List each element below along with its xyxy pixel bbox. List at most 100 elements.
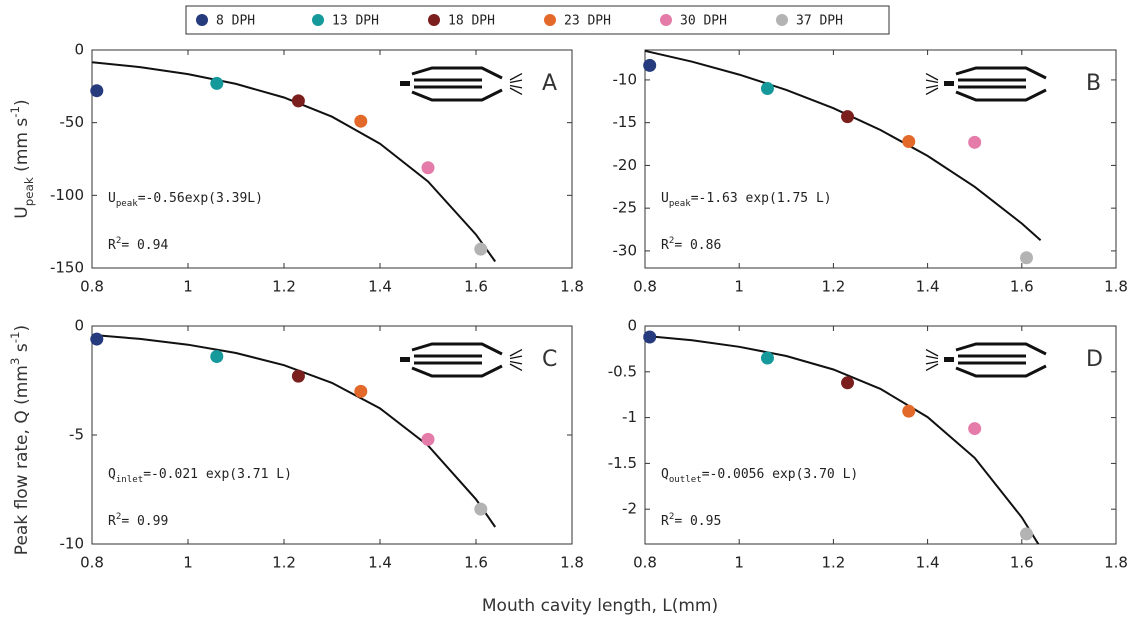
icon-arrow <box>509 363 523 371</box>
data-point <box>760 81 774 95</box>
y-axis-label: Upeak (mm s-1) <box>8 99 36 218</box>
x-tick-label: 1.2 <box>272 278 296 296</box>
legend-label: 37 DPH <box>796 14 843 29</box>
legend-marker <box>312 14 324 26</box>
x-tick-label: 1.6 <box>464 554 488 572</box>
y-tick-label: -1.5 <box>608 454 637 472</box>
panel-letter: A <box>542 71 557 96</box>
x-tick-label: 0.8 <box>80 278 104 296</box>
x-tick-label: 1.2 <box>821 554 845 572</box>
y-tick-label: -15 <box>613 113 638 131</box>
y-axis-label-part: Peak flow rate, Q (mm <box>12 365 32 555</box>
data-point <box>474 502 488 516</box>
r-squared-part: = 0.95 <box>674 514 721 529</box>
r-squared-part: 2 <box>669 236 674 246</box>
y-tick-label: 0 <box>74 41 84 59</box>
icon <box>944 81 954 86</box>
legend-marker <box>428 14 440 26</box>
y-axis-label-part: -1 <box>8 331 22 343</box>
r-squared-part: 2 <box>116 236 121 246</box>
r-squared-part: R <box>108 514 116 529</box>
icon <box>411 342 503 378</box>
data-point <box>90 332 104 346</box>
equation-part: U <box>108 191 116 206</box>
equation-part: peak <box>669 199 691 209</box>
icon-arrow <box>925 349 939 357</box>
y-axis-label-part: -1 <box>8 106 22 118</box>
r-squared-part: = 0.94 <box>121 238 168 253</box>
x-tick-label: 1.4 <box>368 554 392 572</box>
icon-arrow <box>925 363 939 371</box>
y-axis-label-part: (mm s <box>12 118 32 178</box>
icon-arrow <box>509 349 523 357</box>
fit-curve <box>92 333 497 528</box>
y-tick-label: -5 <box>69 426 84 444</box>
data-point <box>1020 251 1034 265</box>
equation: Qinlet=-0.021 exp(3.71 L) <box>108 467 292 485</box>
data-point <box>841 376 855 390</box>
x-tick-label: 1.8 <box>560 554 584 572</box>
x-tick-label: 1.8 <box>1104 554 1128 572</box>
r-squared-part: R <box>661 514 669 529</box>
legend-box <box>185 5 890 35</box>
y-axis-label-part: peak <box>22 177 36 206</box>
x-tick-label: 1.8 <box>1104 278 1128 296</box>
x-tick-label: 1.4 <box>368 278 392 296</box>
data-point <box>474 242 488 256</box>
y-tick-label: 0 <box>627 317 637 335</box>
fit-curve <box>645 50 1042 241</box>
icon-arrow <box>925 360 939 365</box>
x-tick-label: 1.6 <box>464 278 488 296</box>
r-squared: R2= 0.99 <box>108 512 168 529</box>
icon <box>400 81 410 86</box>
y-axis-label-part: ) <box>12 99 32 106</box>
plot-frame <box>644 325 1117 545</box>
x-tick-label: 0.8 <box>633 278 657 296</box>
y-tick-label: -25 <box>613 199 638 217</box>
r-squared-part: 2 <box>116 512 121 522</box>
icon-arrow <box>925 79 939 84</box>
x-axis-label: Mouth cavity length, L(mm) <box>482 596 718 616</box>
x-tick-label: 1.2 <box>272 554 296 572</box>
data-point <box>354 114 368 128</box>
r-squared: R2= 0.94 <box>108 236 168 253</box>
r-squared-part: = 0.99 <box>121 514 168 529</box>
data-point <box>643 58 657 72</box>
icon-arrow <box>509 84 523 89</box>
data-point <box>421 432 435 446</box>
x-tick-label: 1 <box>734 278 744 296</box>
x-tick-label: 0.8 <box>633 554 657 572</box>
r-squared: R2= 0.86 <box>661 236 721 253</box>
equation-part: =-0.0056 exp(3.70 L) <box>702 467 859 482</box>
x-tick-label: 1.6 <box>1010 554 1034 572</box>
legend-label: 30 DPH <box>680 14 727 29</box>
legend-label: 18 DPH <box>448 14 495 29</box>
data-point <box>968 135 982 149</box>
x-tick-label: 0.8 <box>80 554 104 572</box>
y-tick-label: -100 <box>50 186 84 204</box>
icon-arrow <box>925 87 939 95</box>
icon-arrow <box>509 360 523 365</box>
legend-label: 23 DPH <box>564 14 611 29</box>
x-tick-label: 1.2 <box>821 278 845 296</box>
y-tick-label: -10 <box>613 70 638 88</box>
x-tick-label: 1 <box>183 278 193 296</box>
legend-marker <box>660 14 672 26</box>
data-point <box>1020 527 1034 541</box>
y-tick-label: 0 <box>74 317 84 335</box>
y-axis-label-part: s <box>12 343 32 357</box>
data-point <box>291 94 305 108</box>
plot-frame <box>91 325 573 545</box>
data-point <box>760 351 774 365</box>
icon-arrow <box>509 355 523 360</box>
equation-part: Q <box>108 467 116 482</box>
x-tick-label: 1.4 <box>916 278 940 296</box>
y-axis-label-part: ) <box>12 325 32 332</box>
y-tick-label: -0.5 <box>608 362 637 380</box>
icon-arrow <box>509 73 523 81</box>
equation-part: Q <box>661 467 669 482</box>
x-tick-label: 1 <box>734 554 744 572</box>
plot-frame <box>91 49 573 269</box>
y-axis-label-part: 3 <box>8 358 22 366</box>
